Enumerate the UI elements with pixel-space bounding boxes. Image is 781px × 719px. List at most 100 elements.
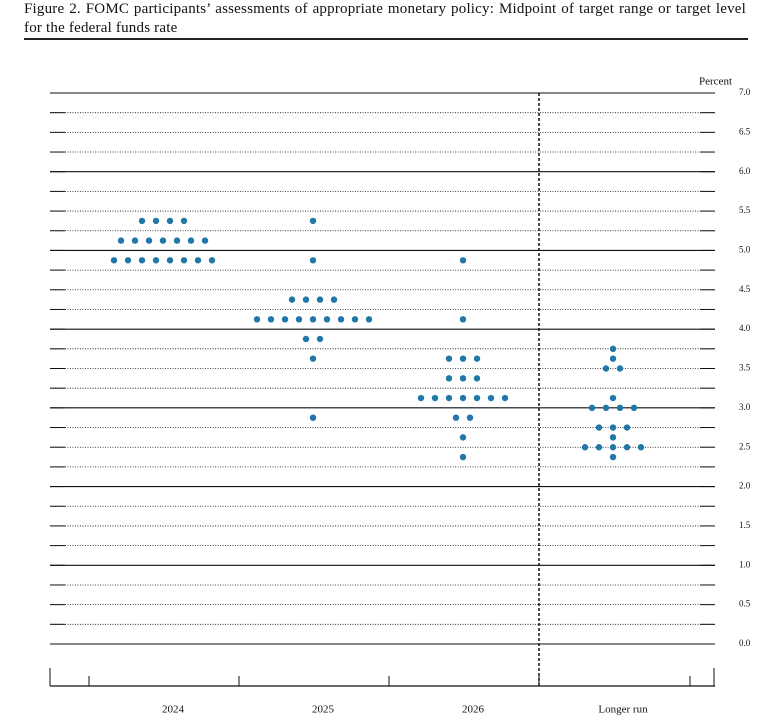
- dot: [609, 355, 617, 362]
- x-tick-label: Longer run: [598, 704, 648, 716]
- dot: [459, 355, 467, 362]
- dot: [152, 217, 160, 225]
- dot: [173, 237, 181, 244]
- x-tick-label: 2025: [312, 704, 335, 716]
- dot: [459, 375, 467, 382]
- dot: [208, 257, 216, 264]
- dot: [431, 394, 439, 402]
- dot: [309, 257, 317, 264]
- y-axis-label: Percent: [699, 76, 732, 88]
- dot: [459, 453, 467, 461]
- dot: [501, 394, 509, 402]
- dot: [330, 296, 338, 303]
- y-tick-label: 0.0: [739, 638, 751, 648]
- dot: [316, 296, 324, 303]
- dot: [581, 444, 589, 451]
- dot: [445, 375, 453, 382]
- y-tick-label: 4.0: [739, 323, 751, 333]
- dot: [459, 316, 467, 323]
- y-tick-label: 3.0: [739, 402, 751, 412]
- dot: [609, 424, 617, 431]
- y-tick-label: 4.5: [739, 284, 751, 294]
- y-tick-label: 6.0: [739, 166, 751, 176]
- dot: [337, 316, 345, 323]
- dot: [637, 444, 645, 451]
- dot: [616, 365, 624, 372]
- title-rule: [24, 38, 748, 40]
- dot: [124, 257, 132, 264]
- dot: [609, 453, 617, 461]
- y-tick-label: 7.0: [739, 87, 751, 97]
- y-tick-label: 3.5: [739, 363, 751, 373]
- dot: [180, 257, 188, 264]
- dot: [473, 355, 481, 362]
- dot: [309, 217, 317, 225]
- dot: [323, 316, 331, 323]
- dot: [602, 365, 610, 372]
- y-tick-label: 6.5: [739, 126, 751, 136]
- dot: [351, 316, 359, 323]
- dot: [487, 394, 495, 402]
- dot: [452, 414, 460, 421]
- y-tick-label: 5.5: [739, 205, 751, 215]
- dot: [131, 237, 139, 244]
- dot: [473, 394, 481, 402]
- y-tick-label: 2.5: [739, 441, 751, 451]
- y-tick-label: 0.5: [739, 599, 751, 609]
- dot: [459, 434, 467, 441]
- dot: [609, 345, 617, 353]
- dot: [309, 414, 317, 421]
- dot: [309, 355, 317, 362]
- y-tick-label: 1.5: [739, 520, 751, 530]
- y-tick-label: 1.0: [739, 559, 751, 569]
- dot: [595, 424, 603, 431]
- dot: [459, 394, 467, 402]
- dot: [302, 296, 310, 303]
- dot: [187, 237, 195, 244]
- dot: [288, 296, 296, 303]
- dot: [445, 355, 453, 362]
- dot: [201, 237, 209, 244]
- dot: [316, 335, 324, 343]
- dot: [267, 316, 275, 323]
- dot: [194, 257, 202, 264]
- dot: [466, 414, 474, 421]
- dot: [609, 394, 617, 402]
- dot: [281, 316, 289, 323]
- dot: [445, 394, 453, 402]
- dot: [623, 424, 631, 431]
- dot: [110, 257, 118, 264]
- dot: [166, 217, 174, 225]
- x-ticks: [49, 668, 715, 686]
- dot: [609, 434, 617, 441]
- dot: [630, 404, 638, 412]
- dot: [616, 404, 624, 412]
- dot: [117, 237, 125, 244]
- y-tick-label: 2.0: [739, 481, 751, 491]
- dot: [295, 316, 303, 323]
- chart-title: Figure 2. FOMC participants’ assessments…: [24, 1, 746, 36]
- x-tick-label: 2024: [162, 704, 185, 716]
- dot: [309, 316, 317, 323]
- dot: [166, 257, 174, 264]
- dot: [365, 316, 373, 323]
- dot: [253, 316, 261, 323]
- dot: [473, 375, 481, 382]
- dot: [602, 404, 610, 412]
- dot: [152, 257, 160, 264]
- x-tick-label: 2026: [462, 704, 485, 716]
- dot: [588, 404, 596, 412]
- dot: [138, 257, 146, 264]
- dot: [138, 217, 146, 225]
- dot: [180, 217, 188, 225]
- dot: [159, 237, 167, 244]
- dot: [302, 335, 310, 343]
- dot: [595, 444, 603, 451]
- dot: [623, 444, 631, 451]
- dot: [459, 257, 467, 264]
- dot: [145, 237, 153, 244]
- dot: [417, 394, 425, 402]
- dot: [609, 444, 617, 451]
